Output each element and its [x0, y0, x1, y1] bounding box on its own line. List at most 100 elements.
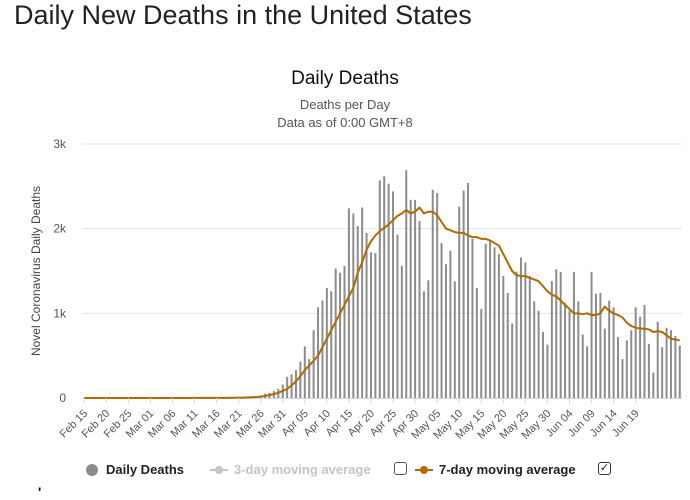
bar	[485, 244, 487, 398]
bar	[494, 247, 496, 398]
bar	[507, 293, 509, 398]
page-title: Daily New Deaths in the United States	[14, 0, 472, 31]
bar	[344, 266, 346, 398]
y-axis-title: Novel Coronavirus Daily Deaths	[29, 186, 43, 356]
bar	[560, 272, 562, 398]
bar	[511, 323, 513, 398]
bar	[454, 281, 456, 398]
bar	[661, 347, 663, 398]
bar	[613, 307, 615, 398]
bar	[476, 288, 478, 398]
bar	[520, 257, 522, 398]
bar	[555, 269, 557, 398]
bar	[348, 208, 350, 398]
toggle-7-day-average[interactable]: ✓	[598, 462, 621, 475]
bar	[357, 226, 359, 398]
bar	[330, 291, 332, 398]
legend-item-daily-deaths[interactable]: Daily Deaths	[86, 462, 184, 477]
bar	[410, 200, 412, 398]
bar	[463, 191, 465, 398]
legend-label: 7-day moving average	[439, 462, 576, 477]
bar	[498, 254, 500, 398]
bar	[441, 243, 443, 398]
bar	[427, 280, 429, 398]
bar	[657, 322, 659, 398]
bar	[635, 307, 637, 398]
bar	[352, 213, 354, 398]
legend-item-3-day-average[interactable]: 3-day moving average	[210, 462, 371, 477]
bar	[467, 183, 469, 398]
bar	[648, 344, 650, 398]
bar	[502, 276, 504, 398]
line-series-swatch-icon	[415, 464, 433, 476]
chart-subtitle: Deaths per Day	[0, 97, 690, 112]
bar	[582, 335, 584, 399]
bar	[361, 208, 363, 399]
bar	[569, 311, 571, 398]
y-tick-label: 1k	[53, 306, 67, 320]
bar	[405, 170, 407, 398]
bar	[617, 337, 619, 398]
bar	[591, 272, 593, 398]
bar	[577, 301, 579, 398]
bar	[599, 293, 601, 398]
bar	[326, 288, 328, 398]
bar	[383, 176, 385, 398]
bar-series-swatch-icon	[86, 464, 98, 476]
bar	[396, 235, 398, 398]
bar	[392, 191, 394, 398]
bar	[533, 301, 535, 398]
bar	[564, 303, 566, 398]
bar	[516, 272, 518, 398]
bar	[313, 330, 315, 398]
bar	[604, 329, 606, 398]
bar	[432, 190, 434, 398]
chart-data-timestamp: Data as of 0:00 GMT+8	[0, 115, 690, 130]
bar	[652, 373, 654, 398]
bar	[524, 263, 526, 398]
bar	[542, 332, 544, 398]
bar	[423, 291, 425, 398]
toggle-3-day-average[interactable]	[394, 462, 417, 475]
moving-average-line	[84, 208, 680, 399]
bar	[586, 346, 588, 398]
bar	[449, 251, 451, 398]
bar	[621, 359, 623, 398]
legend-label: Daily Deaths	[106, 462, 184, 477]
legend-label: 3-day moving average	[234, 462, 371, 477]
y-tick-label: 2k	[53, 222, 67, 236]
bar	[626, 340, 628, 398]
bar	[414, 200, 416, 398]
bar	[388, 184, 390, 398]
bar	[480, 309, 482, 398]
bar	[401, 266, 403, 398]
bar	[551, 281, 553, 398]
bar	[436, 193, 438, 398]
bar	[538, 311, 540, 398]
bar	[370, 252, 372, 398]
checkbox-3-day[interactable]	[394, 462, 407, 475]
y-tick-label: 0	[59, 391, 66, 405]
chart-legend: Daily Deaths 3-day moving average 7-day …	[0, 462, 690, 486]
bar	[471, 239, 473, 398]
bar	[679, 346, 681, 398]
bar	[666, 328, 668, 398]
bar	[445, 264, 447, 398]
bar	[546, 345, 548, 398]
checkbox-7-day[interactable]: ✓	[598, 462, 611, 475]
bar	[366, 233, 368, 398]
y-tick-label: 3k	[53, 137, 67, 151]
bar	[419, 221, 421, 398]
bar	[299, 362, 301, 398]
bar	[670, 330, 672, 398]
bar	[608, 301, 610, 398]
bar	[295, 370, 297, 398]
bar	[529, 276, 531, 398]
bar	[644, 305, 646, 398]
bar	[573, 272, 575, 398]
bar	[379, 180, 381, 398]
bar	[489, 241, 491, 398]
legend-item-7-day-average[interactable]: 7-day moving average	[415, 462, 576, 477]
bar	[630, 330, 632, 398]
